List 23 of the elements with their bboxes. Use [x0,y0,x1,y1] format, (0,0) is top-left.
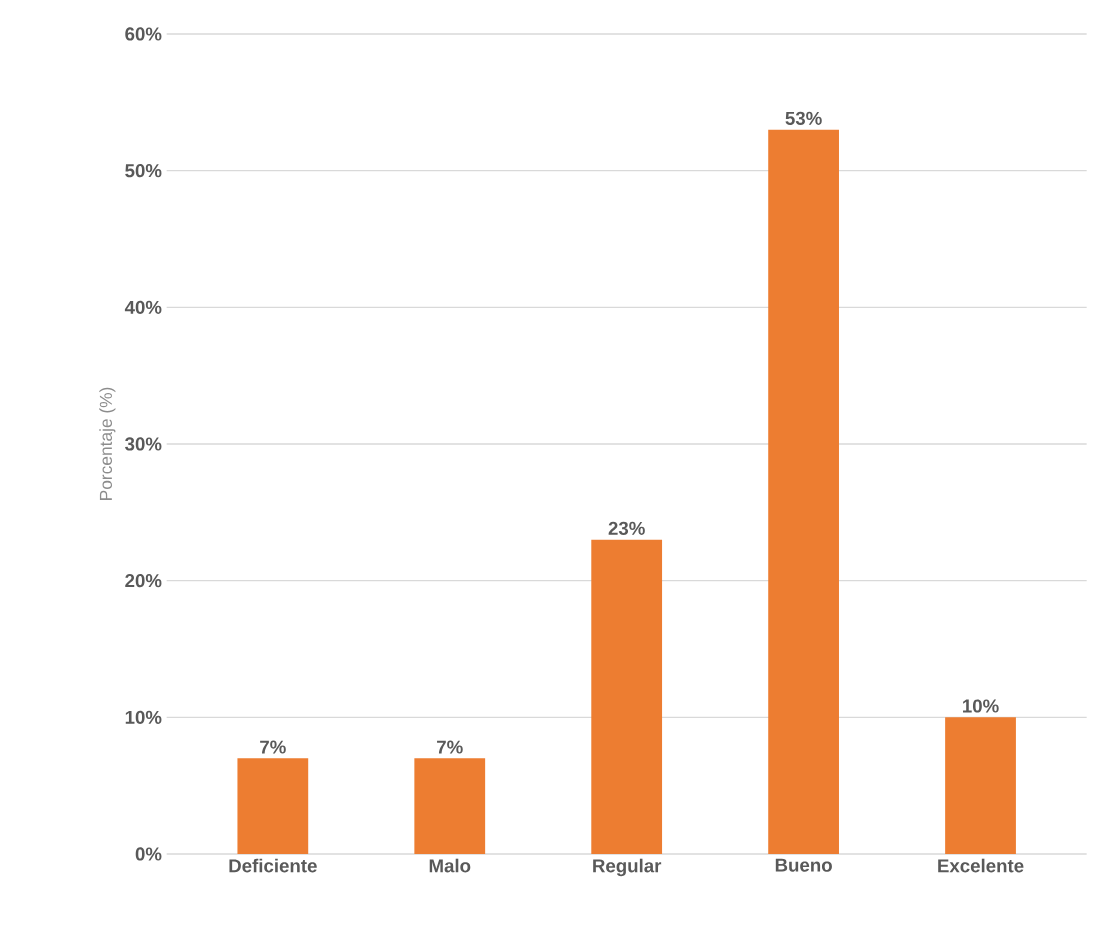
y-tick-label: 0% [135,847,162,861]
y-tick-label: 20% [125,574,162,588]
x-tick-label: Regular [593,858,662,877]
x-tick-label: Excelente [938,858,1024,873]
data-label: 7% [437,740,463,754]
x-tick-label: Bueno [775,858,832,872]
bar [945,717,1016,854]
bar [237,758,309,854]
y-tick-label: 60% [125,27,162,41]
bar [591,539,663,854]
y-tick-label: 10% [125,710,162,724]
y-tick-label: 50% [125,164,162,178]
x-tick-label: Deficiente [229,858,317,873]
data-label: 7% [260,740,286,754]
bar [768,129,839,854]
data-label: 53% [785,111,822,125]
data-label: 23% [608,521,645,535]
y-axis-title: Porcentaje (%) [99,387,116,500]
x-tick-label: Malo [429,858,471,873]
y-tick-label: 40% [124,300,162,314]
y-tick-label: 30% [125,437,162,451]
data-label: 10% [963,699,999,713]
bar [414,758,486,854]
